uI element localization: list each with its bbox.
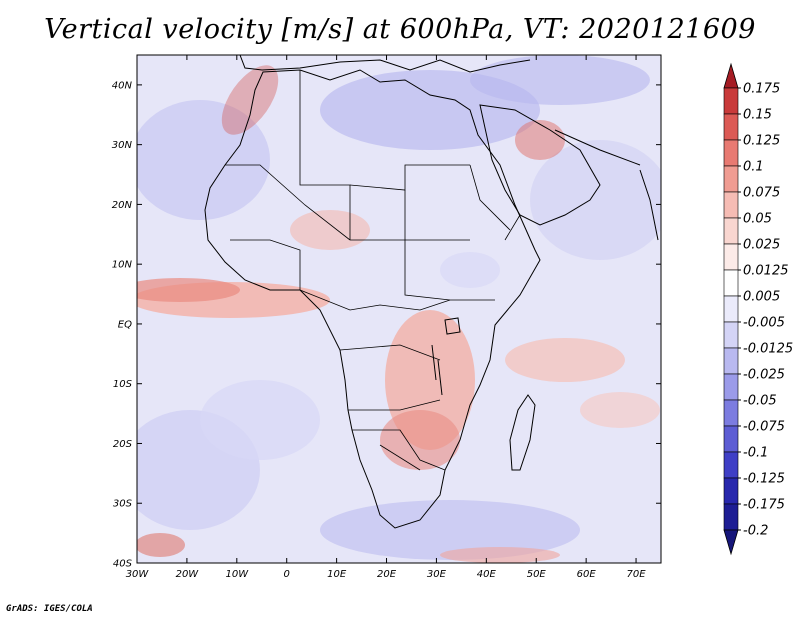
y-tick-label: 40S <box>113 559 133 570</box>
x-tick-label: 10W <box>225 569 249 580</box>
colorbar-swatch <box>723 347 739 375</box>
x-tick-label: 20E <box>377 569 397 580</box>
x-tick-label: 50E <box>527 569 547 580</box>
grads-credit: GrADS: IGES/COLA <box>6 604 93 614</box>
map-title: Vertical velocity [m/s] at 600hPa, VT: 2… <box>44 14 756 45</box>
colorbar-labels: 0.175 0.15 0.125 0.1 0.075 0.05 0.025 0.0125 0.0… <box>738 82 793 539</box>
colorbar-level-label: -0.025 <box>743 368 785 383</box>
colorbar-swatch <box>723 243 739 271</box>
colorbar-level-label: -0.0125 <box>743 342 793 357</box>
colorbar-swatch <box>723 113 739 141</box>
colorbar-level-label: -0.075 <box>743 420 785 435</box>
colorbar-swatch <box>723 373 739 401</box>
europe-coastline <box>239 55 531 73</box>
colorbar-swatch <box>723 477 739 505</box>
colorbar-level-label: 0.05 <box>743 212 772 227</box>
x-tick-label: 40E <box>477 569 497 580</box>
colorbar-level-label: 0.1 <box>743 160 764 175</box>
colorbar-swatch <box>723 321 739 349</box>
colorbar-level-label: -0.2 <box>743 524 768 539</box>
colorbar-level-label: -0.125 <box>743 472 785 487</box>
colorbar-swatch <box>723 165 739 193</box>
x-tick-label: 30W <box>126 569 150 580</box>
colorbar <box>723 62 739 556</box>
map-plot-area <box>137 55 661 563</box>
y-tick-label: EQ <box>118 319 132 330</box>
y-tick-label: 10S <box>113 379 133 390</box>
lake-tanganyika <box>431 344 437 381</box>
colorbar-bottom-triangle <box>723 529 739 556</box>
y-tick-label: 10N <box>112 260 133 271</box>
arabia-coastline <box>479 104 601 226</box>
colorbar-swatch <box>723 269 739 297</box>
y-tick-label: 20N <box>112 200 133 211</box>
colorbar-level-label: -0.1 <box>743 446 768 461</box>
colorbar-top-triangle <box>723 62 739 89</box>
colorbar-level-label: 0.15 <box>743 108 772 123</box>
x-axis-labels: 30W 20W 10W 0 10E 20E 30E 40E 50E 60E 70E <box>126 569 647 580</box>
x-tick-label: 60E <box>577 569 597 580</box>
axis-ticks <box>136 55 661 564</box>
country-borders <box>225 70 521 471</box>
colorbar-level-label: 0.0125 <box>743 264 789 279</box>
colorbar-level-label: 0.005 <box>743 290 780 305</box>
colorbar-level-label: -0.005 <box>743 316 785 331</box>
africa-coastline <box>204 69 541 529</box>
y-tick-label: 30S <box>113 499 133 510</box>
colorbar-swatch <box>723 295 739 323</box>
colorbar-swatch <box>723 87 739 115</box>
lake-victoria <box>444 317 461 335</box>
india-coastline <box>639 169 659 241</box>
colorbar-swatch <box>723 217 739 245</box>
colorbar-level-label: -0.05 <box>743 394 777 409</box>
iran-coastline <box>554 129 641 166</box>
colorbar-swatch <box>723 503 739 531</box>
colorbar-level-label: 0.125 <box>743 134 780 149</box>
colorbar-swatch <box>723 139 739 167</box>
x-tick-label: 30E <box>427 569 447 580</box>
colorbar-swatch <box>723 191 739 219</box>
colorbar-swatch <box>723 425 739 453</box>
coastline-outlines <box>204 55 659 529</box>
velocity-field <box>137 55 661 563</box>
x-tick-label: 0 <box>284 569 290 580</box>
x-tick-label: 10E <box>327 569 347 580</box>
y-tick-label: 30N <box>112 140 133 151</box>
y-axis-labels: 40N 30N 20N 10N EQ 10S 20S 30S 40S <box>112 80 133 569</box>
y-tick-label: 20S <box>113 439 133 450</box>
lake-nyasa <box>437 359 443 396</box>
madagascar-coastline <box>509 394 536 471</box>
colorbar-level-label: 0.025 <box>743 238 780 253</box>
x-tick-label: 20W <box>176 569 200 580</box>
y-tick-label: 40N <box>112 80 133 91</box>
colorbar-level-label: -0.175 <box>743 498 785 513</box>
colorbar-swatch <box>723 451 739 479</box>
colorbar-level-label: 0.175 <box>743 82 780 97</box>
x-tick-label: 70E <box>627 569 647 580</box>
colorbar-level-label: 0.075 <box>743 186 780 201</box>
colorbar-swatch <box>723 399 739 427</box>
plot-frame <box>136 54 662 564</box>
